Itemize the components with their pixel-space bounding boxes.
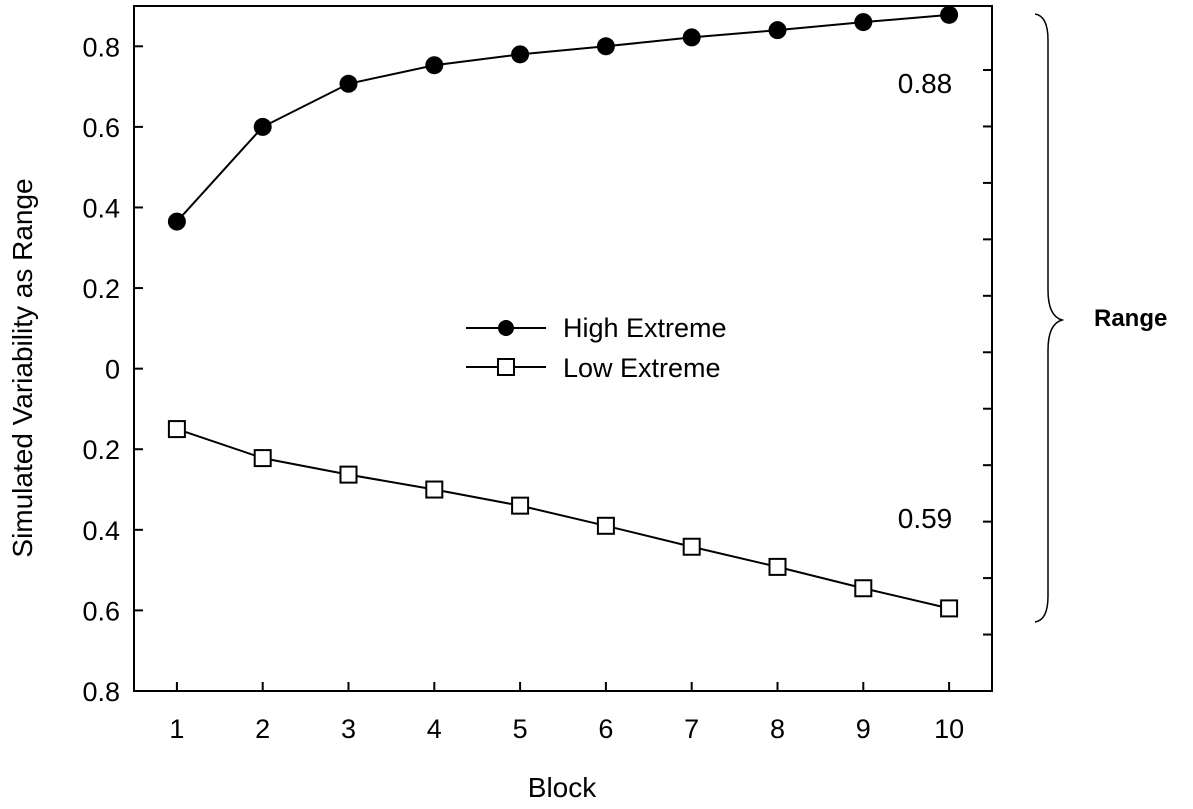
high-extreme-point	[768, 21, 787, 40]
y-tick-label: 0.8	[82, 677, 120, 707]
x-tick-label: 2	[255, 714, 270, 744]
x-tick-label: 6	[598, 714, 613, 744]
low-extreme-point	[940, 599, 959, 618]
low-extreme-point	[253, 449, 272, 468]
x-tick-label: 5	[513, 714, 528, 744]
x-tick-label: 10	[934, 714, 964, 744]
high-extreme-point	[511, 45, 530, 64]
x-tick-label: 1	[169, 714, 184, 744]
high-extreme-point	[682, 28, 701, 47]
y-tick-label: 0.6	[82, 596, 120, 626]
high-extreme-point	[253, 117, 272, 136]
low-extreme-point	[167, 420, 186, 439]
high-extreme-point	[339, 74, 358, 93]
y-tick-label: 0	[105, 355, 120, 385]
legend-label-low: Low Extreme	[563, 353, 721, 383]
low-extreme-point	[511, 496, 530, 515]
x-tick-label: 7	[684, 714, 699, 744]
x-axis-title: Block	[528, 772, 597, 803]
high-extreme-point	[596, 37, 615, 56]
x-tick-label: 8	[770, 714, 785, 744]
x-tick-label: 4	[427, 714, 442, 744]
range-label: Range	[1094, 305, 1167, 332]
y-axis-title: Simulated Variability as Range	[7, 178, 38, 557]
high-extreme-point	[940, 5, 959, 24]
high-extreme-point	[854, 13, 873, 32]
y-tick-label: 0.2	[82, 274, 120, 304]
legend-label-high: High Extreme	[563, 313, 727, 343]
high-extreme-point	[425, 56, 444, 75]
low-extreme-point	[768, 557, 787, 576]
y-tick-label: 0.4	[82, 516, 120, 546]
low-extreme-point	[425, 480, 444, 499]
range-bracket	[1034, 13, 1065, 623]
y-tick-label: 0.8	[82, 32, 120, 62]
y-tick-label: 0.6	[82, 113, 120, 143]
low-extreme-point	[339, 465, 358, 484]
low-extreme-point	[854, 579, 873, 598]
low-extreme-point	[596, 516, 615, 535]
low-extreme-line	[176, 428, 950, 610]
high-extreme-line	[176, 13, 950, 223]
annotation-high-value: 0.88	[898, 68, 953, 99]
high-extreme-point	[167, 212, 186, 231]
y-tick-label: 0.4	[82, 193, 120, 223]
x-axis-ticks: 1 2 3 4 5 6 7 8 9 10	[169, 682, 964, 744]
legend-marker-low	[497, 358, 515, 376]
legend-marker-high	[498, 320, 514, 336]
axes	[133, 5, 993, 692]
right-axis-ticks	[983, 69, 992, 636]
legend: High Extreme Low Extreme	[466, 313, 727, 383]
low-extreme-point	[682, 537, 701, 556]
x-tick-label: 9	[856, 714, 871, 744]
annotation-low-value: 0.59	[898, 503, 953, 534]
plot-frame	[133, 5, 993, 692]
series-layer	[167, 5, 959, 618]
y-tick-label: 0.2	[82, 435, 120, 465]
y-axis-ticks: 0.8 0.6 0.4 0.2 0 0.2 0.4 0.6 0.8	[82, 32, 143, 707]
x-tick-label: 3	[341, 714, 356, 744]
